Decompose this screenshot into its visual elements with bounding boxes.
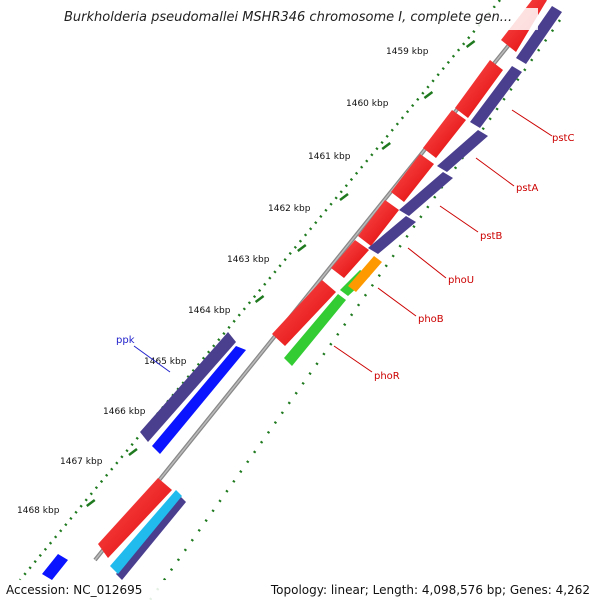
purple-feature-3[interactable] xyxy=(437,130,488,172)
purple-feature-2[interactable] xyxy=(470,66,522,128)
leader-pstA xyxy=(475,157,515,187)
ruler-track xyxy=(19,0,501,581)
gene-labels: pstC pstA pstB phoU phoB phoR xyxy=(333,109,574,382)
label-pstC[interactable]: pstC xyxy=(552,133,574,144)
tick-label-1466: 1466 kbp xyxy=(103,407,146,417)
orange-feature-1[interactable] xyxy=(348,256,382,292)
cds-phoR[interactable] xyxy=(272,280,336,346)
label-pstB[interactable]: pstB xyxy=(480,231,502,242)
tick-label-1462: 1462 kbp xyxy=(268,204,311,214)
cds-phoU[interactable] xyxy=(358,200,399,246)
accession-text: Accession: NC_012695 xyxy=(6,583,143,597)
tick-label-1464: 1464 kbp xyxy=(188,306,231,316)
purple-feature-low[interactable] xyxy=(116,496,186,580)
ruler-tick xyxy=(381,142,391,150)
gene-label-ppk-group: ppk xyxy=(116,335,171,373)
label-ppk[interactable]: ppk xyxy=(116,335,135,346)
tick-label-1465: 1465 kbp xyxy=(144,357,187,367)
leader-phoR xyxy=(333,345,373,373)
feature-track-green xyxy=(284,256,382,366)
ruler-tick xyxy=(423,91,434,99)
ruler-tick xyxy=(86,499,96,507)
genome-summary-text: Topology: linear; Length: 4,098,576 bp; … xyxy=(270,583,590,597)
ruler-tick xyxy=(339,193,349,201)
map-title: Burkholderia pseudomallei MSHR346 chromo… xyxy=(64,10,513,25)
tick-label-1461: 1461 kbp xyxy=(308,152,351,162)
purple-feature-1[interactable] xyxy=(516,6,562,64)
purple-feature-ppk-region[interactable] xyxy=(140,332,236,442)
ruler-tick xyxy=(128,448,138,456)
ruler-tick xyxy=(297,244,307,252)
feature-track-purple xyxy=(116,6,562,580)
purple-feature-4[interactable] xyxy=(399,172,453,216)
cds-feature-low[interactable] xyxy=(98,478,172,558)
label-phoU[interactable]: phoU xyxy=(448,275,474,286)
feature-track-blue xyxy=(42,346,246,580)
tick-label-1468: 1468 kbp xyxy=(17,506,60,516)
leader-phoB xyxy=(377,287,417,317)
tick-label-1463: 1463 kbp xyxy=(227,255,270,265)
tick-label-1467: 1467 kbp xyxy=(60,457,103,467)
tick-label-1459: 1459 kbp xyxy=(386,47,429,57)
cds-pstA[interactable] xyxy=(423,110,466,158)
blue-feature-low[interactable] xyxy=(42,554,68,580)
cds-pstC[interactable] xyxy=(455,60,503,118)
cds-pstB[interactable] xyxy=(391,154,434,202)
label-pstA[interactable]: pstA xyxy=(516,183,538,194)
cds-phoB[interactable] xyxy=(331,240,369,278)
leader-phoU xyxy=(407,247,447,279)
title-background xyxy=(60,8,538,30)
purple-feature-5[interactable] xyxy=(368,216,416,254)
ruler-tick xyxy=(465,40,476,48)
leader-pstC xyxy=(511,109,553,137)
blue-feature-ppk[interactable] xyxy=(152,346,246,454)
cyan-feature[interactable] xyxy=(110,490,182,574)
leader-pstB xyxy=(439,205,479,233)
leader-ppk xyxy=(133,345,171,373)
footer-bar: Accession: NC_012695 Topology: linear; L… xyxy=(0,580,600,600)
ruler-tick xyxy=(254,295,265,303)
ruler-labels: 1459 kbp 1460 kbp 1461 kbp 1462 kbp 1463… xyxy=(17,47,429,516)
green-feature-phoR[interactable] xyxy=(284,294,346,366)
label-phoR[interactable]: phoR xyxy=(374,371,400,382)
tick-label-1460: 1460 kbp xyxy=(346,99,389,109)
label-phoB[interactable]: phoB xyxy=(418,314,444,325)
